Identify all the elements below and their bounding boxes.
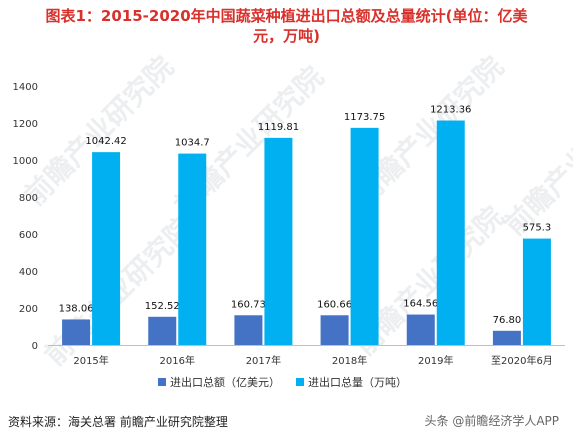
data-label: 160.66	[317, 299, 352, 310]
source-note: 资料来源：海关总署 前瞻产业研究院整理	[8, 415, 228, 429]
y-tick-label: 1400	[13, 82, 38, 93]
bar-trade-volume	[178, 153, 207, 345]
bar-trade-amount	[234, 315, 263, 345]
bar-trade-amount	[320, 315, 349, 345]
data-label: 1173.75	[344, 112, 385, 123]
data-label: 164.56	[403, 299, 438, 310]
data-label: 1042.42	[85, 136, 126, 147]
x-category-label: 2019年	[418, 354, 453, 367]
chart-title: 图表1：2015-2020年中国蔬菜种植进出口总额及总量统计(单位：亿美 元，万…	[0, 6, 573, 46]
y-tick-label: 800	[19, 193, 38, 204]
bar-trade-volume	[436, 120, 465, 345]
data-label: 1213.36	[430, 105, 471, 116]
attribution-watermark: 头条 @前瞻经济学人APP	[424, 414, 560, 428]
y-tick-label: 200	[19, 304, 38, 315]
x-category-label: 2016年	[160, 354, 195, 367]
bar-trade-amount	[492, 330, 521, 345]
chart-title-line-1: 图表1：2015-2020年中国蔬菜种植进出口总额及总量统计(单位：亿美	[45, 7, 528, 25]
legend-label-trade-volume: 进出口总量（万吨）	[308, 375, 407, 389]
x-category-label: 2018年	[332, 354, 367, 367]
legend-swatch-trade-amount	[158, 378, 166, 386]
bar-trade-volume	[264, 137, 293, 345]
bar-trade-amount	[62, 319, 91, 345]
chart-title-line-2: 元，万吨)	[253, 27, 320, 45]
data-label: 1034.7	[175, 138, 210, 149]
legend-label-trade-amount: 进出口总额（亿美元）	[170, 375, 280, 389]
bar-trade-volume	[92, 152, 121, 345]
bar-trade-amount	[148, 316, 177, 345]
legend-swatch-trade-volume	[296, 378, 304, 386]
y-tick-label: 400	[19, 267, 38, 278]
bar-trade-volume	[350, 127, 379, 345]
y-tick-label: 0	[32, 341, 38, 352]
data-label: 1119.81	[258, 122, 299, 133]
y-tick-label: 1000	[13, 156, 38, 167]
x-category-label: 至2020年6月	[491, 354, 553, 367]
y-tick-label: 1200	[13, 119, 38, 130]
x-category-label: 2017年	[246, 354, 281, 367]
data-label: 160.73	[231, 299, 266, 310]
data-label: 76.80	[493, 315, 522, 326]
data-label: 138.06	[59, 303, 94, 314]
x-category-label: 2015年	[73, 354, 108, 367]
bar-trade-amount	[406, 314, 435, 345]
data-label: 575.3	[523, 223, 552, 234]
bar-trade-volume	[522, 238, 551, 345]
y-tick-label: 600	[19, 230, 38, 241]
data-label: 152.52	[145, 301, 180, 312]
